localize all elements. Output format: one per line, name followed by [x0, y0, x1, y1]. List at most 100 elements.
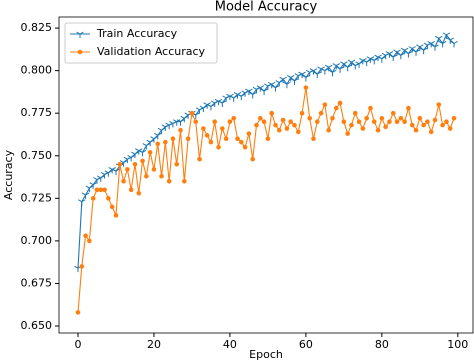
point	[155, 141, 161, 147]
point	[78, 199, 86, 206]
point	[451, 116, 457, 121]
point	[125, 167, 130, 172]
point	[324, 64, 333, 72]
y-tick-label: 0.800	[21, 64, 53, 77]
point	[275, 80, 284, 87]
point	[223, 136, 229, 142]
point	[276, 127, 282, 133]
point	[337, 100, 343, 106]
point	[231, 116, 237, 121]
point	[258, 116, 263, 121]
point	[435, 35, 443, 43]
point	[204, 133, 210, 138]
point	[438, 40, 447, 48]
point	[94, 187, 100, 193]
point	[90, 196, 96, 201]
legend-label: Train Accuracy	[96, 27, 178, 40]
point	[431, 44, 439, 51]
point	[102, 187, 107, 193]
legend: Train Accuracy Validation Accuracy	[64, 22, 218, 64]
point	[98, 187, 104, 193]
point	[154, 132, 162, 140]
point	[394, 119, 400, 125]
point	[75, 310, 81, 315]
point	[119, 160, 128, 167]
point	[218, 100, 227, 107]
point	[83, 233, 88, 239]
point	[176, 119, 185, 126]
point	[151, 167, 157, 172]
point	[352, 110, 358, 116]
point	[385, 51, 394, 58]
point	[446, 37, 454, 44]
point	[104, 170, 113, 177]
point	[246, 131, 252, 136]
point	[436, 102, 442, 107]
point	[362, 59, 371, 67]
point	[413, 127, 419, 133]
y-tick-label: 0.700	[21, 234, 53, 247]
point	[417, 116, 423, 121]
point	[197, 156, 202, 162]
point	[332, 63, 341, 70]
point	[250, 156, 256, 162]
y-tick-label: 0.750	[21, 149, 53, 162]
point	[113, 213, 119, 218]
point	[229, 95, 238, 102]
point	[299, 110, 305, 116]
point	[309, 68, 318, 75]
point	[298, 71, 306, 79]
point	[444, 119, 449, 125]
point	[347, 59, 356, 67]
point	[341, 119, 347, 125]
point	[313, 71, 322, 79]
point	[117, 161, 123, 167]
legend-label: Validation Accuracy	[97, 45, 206, 58]
point	[375, 127, 381, 133]
point	[87, 238, 92, 244]
point	[328, 69, 337, 77]
point	[326, 127, 331, 133]
x-tick-label: 0	[74, 338, 81, 351]
plot-frame	[58, 16, 474, 334]
point	[174, 161, 180, 167]
point	[89, 182, 97, 189]
point	[216, 144, 221, 150]
point	[345, 131, 350, 136]
point	[150, 136, 158, 143]
point	[402, 119, 407, 125]
point	[288, 119, 293, 125]
point	[333, 105, 339, 111]
point	[406, 105, 411, 111]
point	[131, 151, 139, 159]
point	[356, 119, 362, 125]
point	[450, 40, 458, 48]
x-axis-label: Epoch	[249, 348, 283, 361]
point	[121, 178, 126, 184]
point	[370, 57, 378, 65]
point	[322, 102, 328, 107]
point	[159, 173, 164, 179]
point	[201, 126, 206, 131]
point	[421, 122, 426, 128]
point	[140, 158, 145, 164]
legend-box	[64, 22, 218, 64]
point	[284, 126, 290, 131]
point	[242, 144, 248, 150]
point	[340, 61, 348, 68]
point	[404, 51, 413, 58]
point	[170, 136, 176, 142]
point	[256, 85, 265, 92]
point	[343, 64, 352, 72]
point	[146, 139, 154, 147]
point	[409, 122, 415, 128]
point	[85, 185, 94, 193]
point	[349, 122, 354, 128]
point	[193, 119, 199, 125]
point	[212, 119, 218, 125]
y-tick-label: 0.675	[21, 276, 53, 289]
point	[408, 46, 416, 53]
point	[189, 110, 195, 116]
point	[416, 44, 424, 51]
point	[398, 116, 404, 121]
